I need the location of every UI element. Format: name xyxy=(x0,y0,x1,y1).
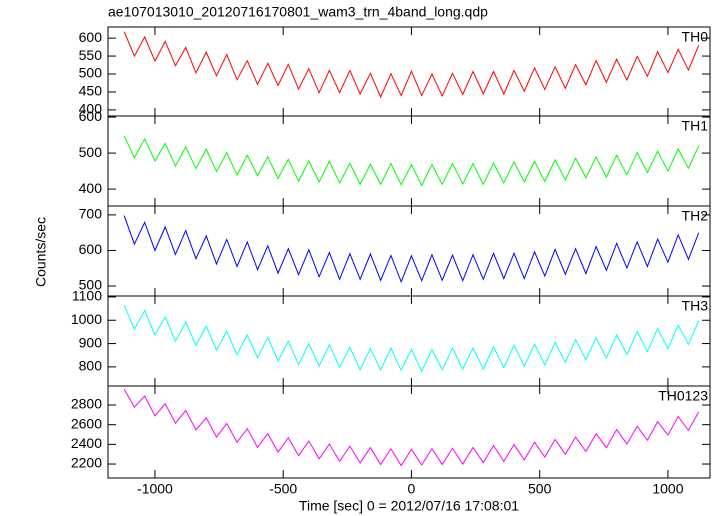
y-tick-label: 500 xyxy=(79,277,103,293)
y-tick-label: 450 xyxy=(79,83,103,99)
y-tick-label: 400 xyxy=(79,101,103,117)
data-line xyxy=(123,215,700,284)
chart-title: ae107013010_20120716170801_wam3_trn_4ban… xyxy=(108,4,488,20)
x-axis-label: Time [sec] 0 = 2012/07/16 17:08:01 xyxy=(299,498,519,514)
y-tick-label: 700 xyxy=(79,206,103,222)
y-tick-label: 550 xyxy=(79,47,103,63)
y-tick-label: 2200 xyxy=(71,455,102,471)
y-tick-label: 900 xyxy=(79,334,103,350)
x-tick-label: 0 xyxy=(408,481,416,497)
y-tick-label: 500 xyxy=(79,144,103,160)
y-tick-label: 600 xyxy=(79,29,103,45)
y-tick-label: 2800 xyxy=(71,396,102,412)
y-tick-label: 1000 xyxy=(71,311,102,327)
x-tick-label: -500 xyxy=(269,481,297,497)
series-label: TH0123 xyxy=(658,388,708,404)
series-label: TH0 xyxy=(682,29,709,45)
y-tick-label: 600 xyxy=(79,108,103,124)
x-tick-label: 1000 xyxy=(652,481,683,497)
y-tick-label: 1100 xyxy=(72,288,102,304)
panel-frame xyxy=(107,385,711,479)
y-axis-label: Counts/sec xyxy=(33,217,49,287)
series-label: TH2 xyxy=(682,208,709,224)
series-label: TH1 xyxy=(682,118,709,134)
x-tick-label: 500 xyxy=(528,481,552,497)
y-tick-label: 500 xyxy=(79,65,103,81)
y-tick-label: 2400 xyxy=(71,435,102,451)
data-line xyxy=(123,389,700,467)
data-line xyxy=(123,304,700,373)
y-tick-label: 400 xyxy=(79,180,103,196)
panel-frame xyxy=(107,26,711,117)
x-tick-label: -1000 xyxy=(137,481,173,497)
y-tick-label: 600 xyxy=(79,241,103,257)
series-label: TH3 xyxy=(682,298,709,314)
y-tick-label: 2600 xyxy=(71,415,102,431)
data-line xyxy=(123,31,700,99)
y-tick-label: 800 xyxy=(79,358,103,374)
data-line xyxy=(123,135,700,187)
